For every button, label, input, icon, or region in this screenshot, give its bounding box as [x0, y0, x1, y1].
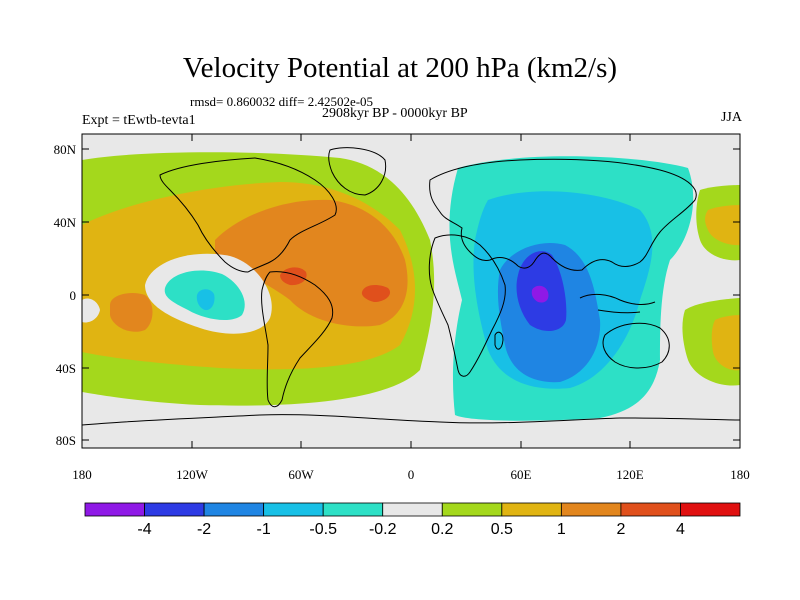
colorbar-swatch: [144, 502, 205, 517]
period-label: 2908kyr BP - 0000kyr BP: [322, 106, 468, 121]
colorbar-swatch: [680, 502, 741, 517]
lat-tick-label: 80S: [56, 433, 76, 448]
colorbar: -4 -2 -1 -0.5 -0.2 0.2 0.5 1 2 4: [84, 502, 741, 538]
lon-tick-label: 180: [72, 467, 92, 482]
coastline-north-america: [159, 157, 337, 273]
colorbar-swatch: [382, 502, 443, 517]
contour-positive-west-edge: [82, 298, 100, 323]
contour-negative-4: [531, 285, 549, 303]
colorbar-label: 0.2: [431, 521, 453, 538]
coastline-australia: [602, 322, 670, 369]
colorbar-label: 4: [676, 521, 685, 538]
contour-positive-1: [110, 293, 153, 332]
lat-tick-label: 80N: [54, 142, 77, 157]
coastline-greenland: [328, 147, 387, 196]
coastline-antarctica: [82, 414, 740, 426]
coastline-eurasia: [429, 158, 697, 271]
contour-negative-pacific-0.5: [196, 289, 215, 311]
colorbar-swatch: [441, 502, 503, 517]
colorbar-label: -4: [137, 521, 151, 538]
lon-tick-label: 180: [730, 467, 750, 482]
rmsd-diff-stats: rmsd= 0.860032 diff= 2.42502e-05: [190, 94, 374, 109]
colorbar-swatch: [203, 502, 265, 517]
colorbar-label: -0.5: [309, 521, 337, 538]
contour-positive-dateline-south-0.5: [711, 315, 740, 371]
map-title: Velocity Potential at 200 hPa (km2/s): [182, 52, 618, 84]
lon-tick-label: 120E: [616, 467, 644, 482]
colorbar-swatch: [501, 502, 562, 517]
colorbar-label: 0.5: [491, 521, 513, 538]
contour-positive-1-atlantic: [215, 199, 408, 327]
coastline-madagascar: [494, 331, 504, 350]
lat-tick-label: 40N: [54, 215, 77, 230]
colorbar-label: -0.2: [369, 521, 397, 538]
contour-positive-2-atlantic: [361, 284, 391, 302]
contour-positive-2: [280, 267, 307, 286]
colorbar-swatch: [322, 502, 384, 517]
coastline-indonesia: [579, 293, 656, 314]
colorbar-label: 1: [557, 521, 566, 538]
colorbar-swatch: [620, 502, 681, 517]
lon-tick-label: 0: [408, 467, 415, 482]
colorbar-label: -2: [197, 521, 211, 538]
contour-positive-dateline-north-0.5: [705, 205, 740, 246]
lat-ticks: [82, 148, 740, 441]
lon-ticks: [81, 134, 741, 448]
colorbar-swatch: [560, 502, 622, 517]
lon-tick-label: 120W: [176, 467, 209, 482]
coastlines: [82, 147, 740, 426]
velocity-potential-field: [82, 134, 740, 448]
colorbar-swatch: [84, 502, 145, 517]
coastline-africa: [428, 234, 506, 377]
lon-tick-label: 60W: [288, 467, 314, 482]
lat-tick-label: 0: [70, 288, 77, 303]
colorbar-swatch: [263, 502, 324, 517]
experiment-label: Expt = tEwtb-tevta1: [82, 113, 196, 128]
season-label: JJA: [720, 110, 742, 125]
colorbar-label: 2: [616, 521, 625, 538]
lat-tick-label: 40S: [56, 361, 76, 376]
coastline-south-america: [261, 271, 334, 408]
lon-tick-label: 60E: [511, 467, 532, 482]
colorbar-label: -1: [257, 521, 271, 538]
